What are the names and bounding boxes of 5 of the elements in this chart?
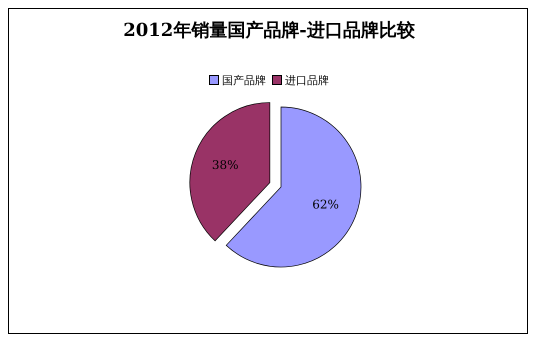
legend-label: 进口品牌	[285, 74, 329, 87]
data-label: 38%	[212, 158, 239, 172]
chart-title: 2012年销量国产品牌-进口品牌比较	[122, 19, 416, 43]
data-label: 62%	[312, 198, 339, 212]
legend-label: 国产品牌	[222, 74, 266, 87]
